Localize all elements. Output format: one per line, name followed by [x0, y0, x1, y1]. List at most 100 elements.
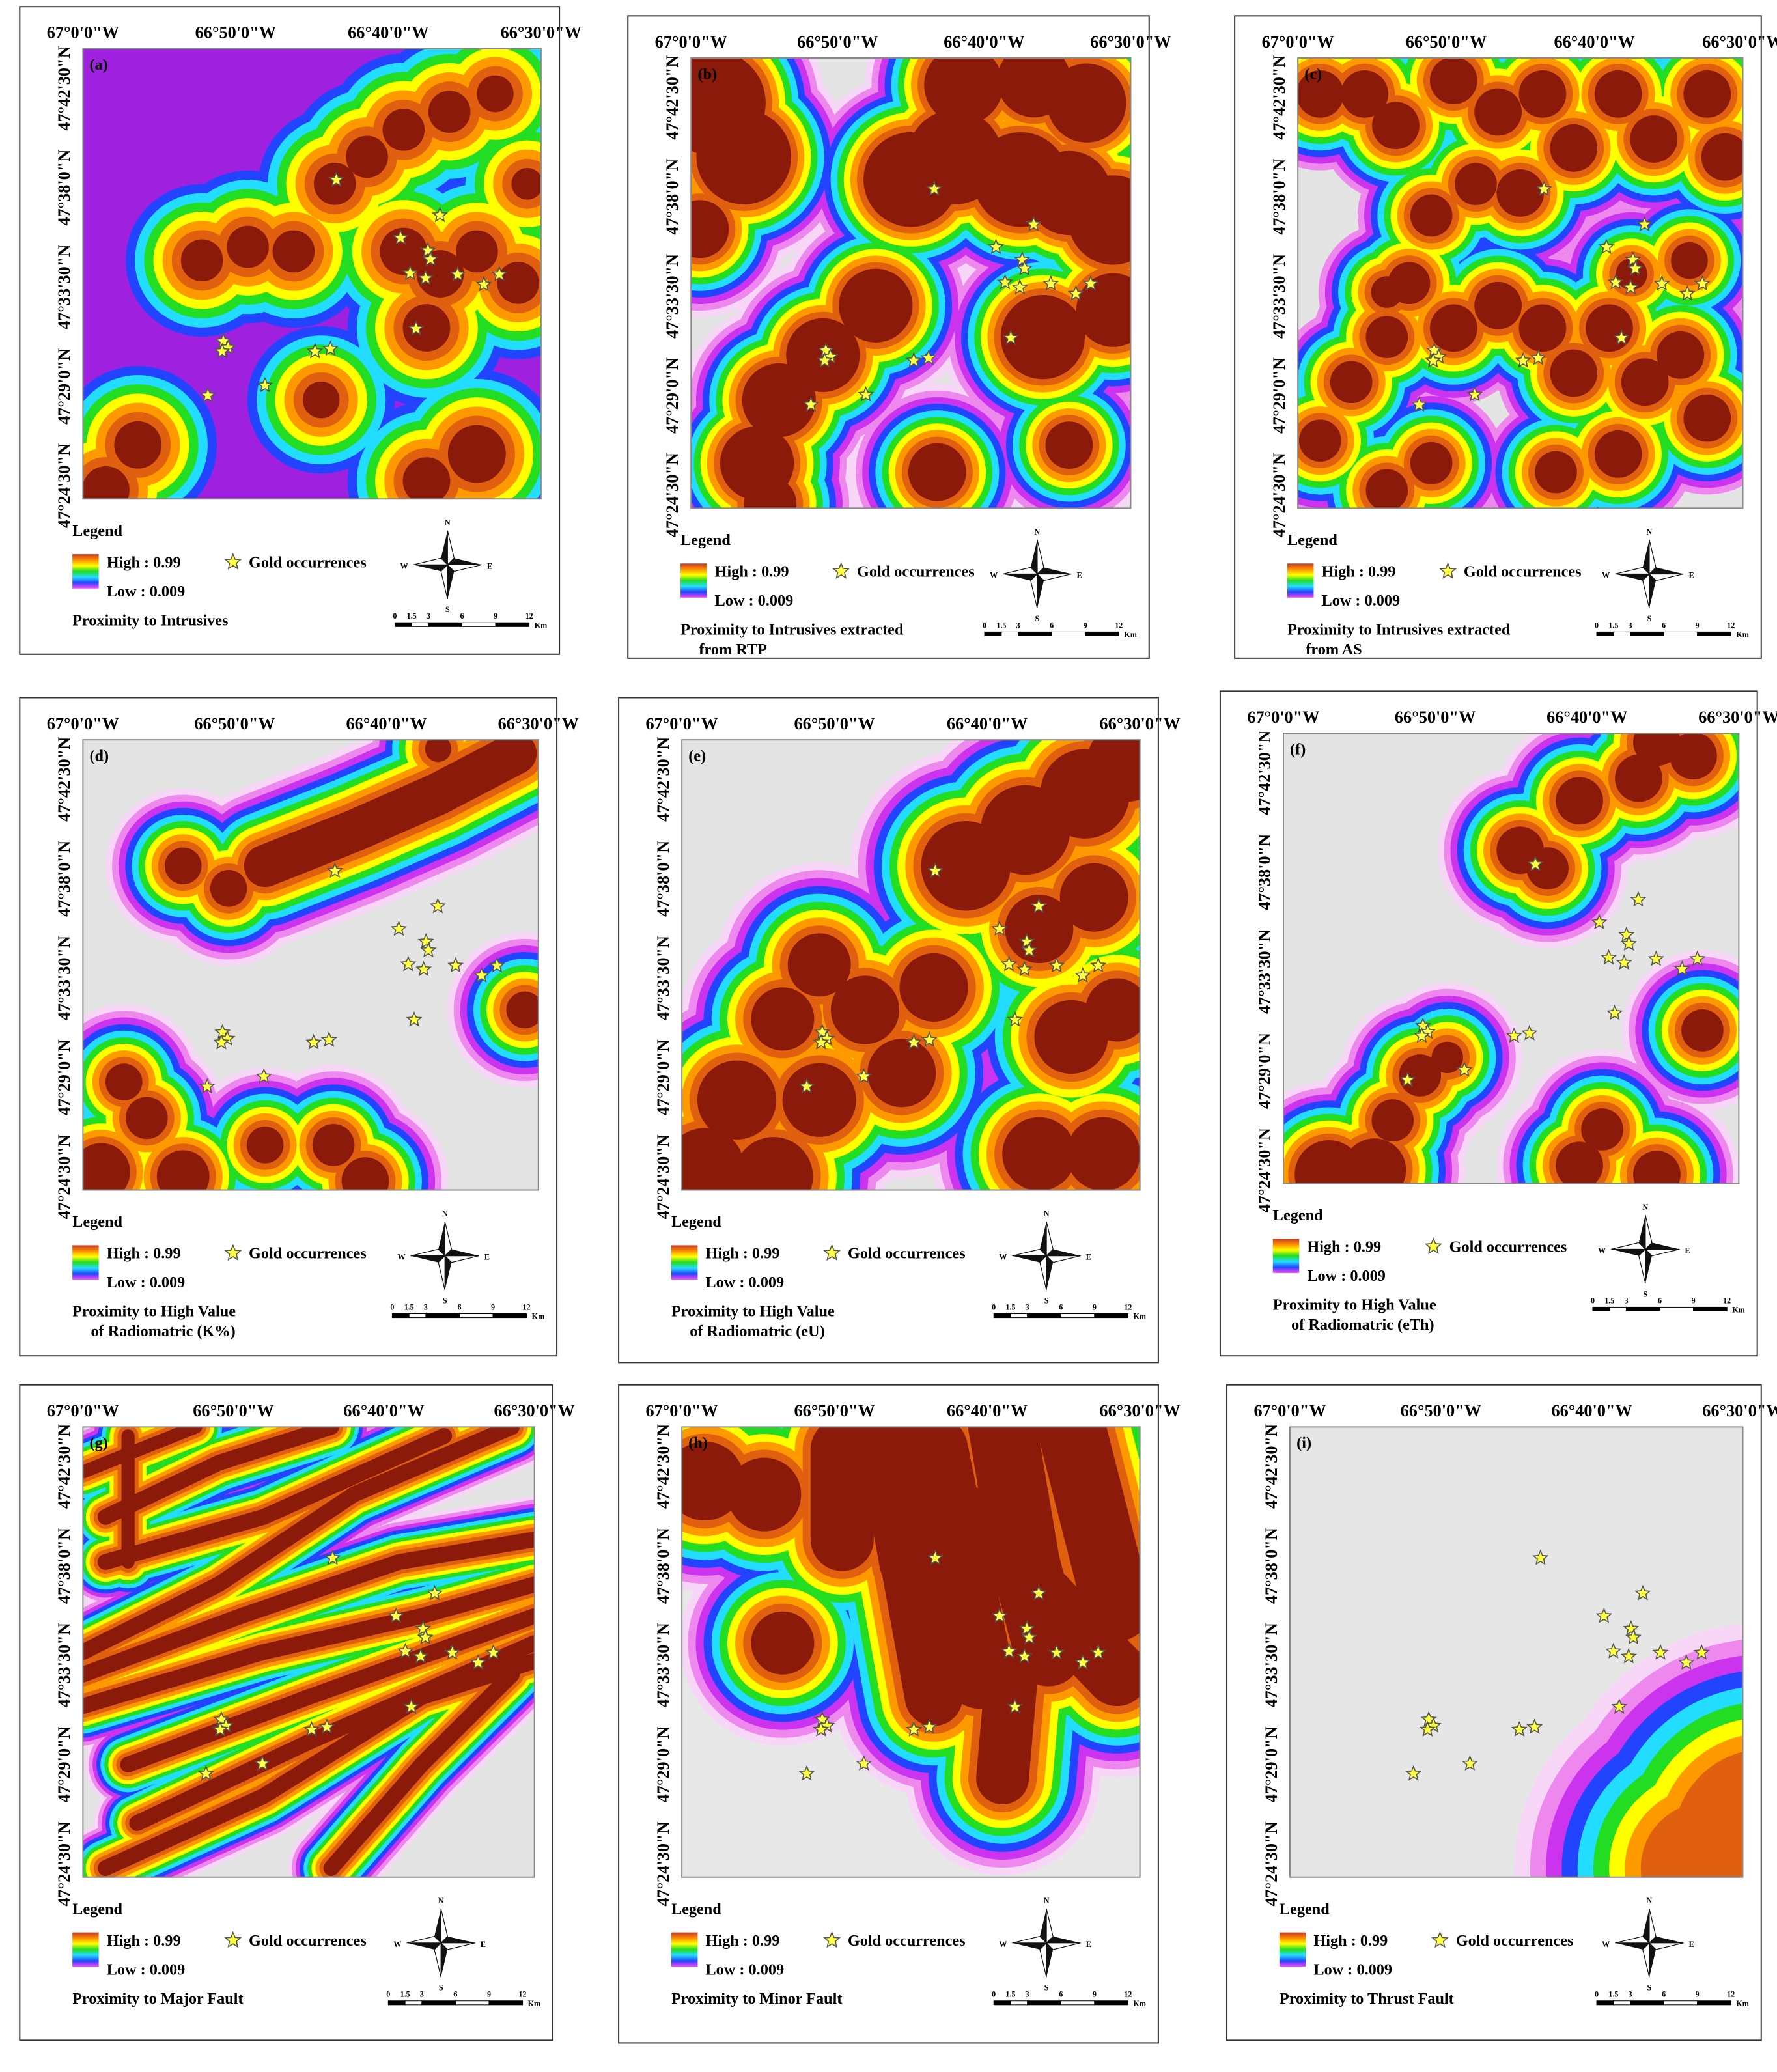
- map-border: [82, 1426, 535, 1878]
- x-coordinate-label: 66°30'0"W: [1702, 33, 1777, 51]
- scale-segment: [1018, 631, 1052, 636]
- scale-tick-label: 9: [1093, 1302, 1097, 1311]
- compass-letter: N: [1647, 527, 1653, 537]
- scale-tick-label: 3: [1026, 1302, 1029, 1311]
- gold-occurrence: [1689, 950, 1706, 966]
- zone: [782, 1063, 856, 1137]
- legend-points: Gold occurrences: [249, 1245, 367, 1263]
- panel: (f) 67°0'0"W 66°50'0"W 66°40'0"W 66°30'0"W 47…: [1219, 690, 1777, 1357]
- gold-occurrence: [1461, 1755, 1478, 1771]
- y-coordinate-label: 47°24'30"N: [55, 1821, 74, 1906]
- y-coordinate-label: 47°33'30"N: [1270, 254, 1289, 339]
- gold-occurrence: [397, 1642, 414, 1659]
- map: [83, 1427, 535, 1877]
- legend-low: Low : 0.009: [1313, 1961, 1392, 1978]
- y-coordinate-label: 47°29'0"N: [1255, 1033, 1274, 1109]
- zone: [1535, 451, 1577, 494]
- gold-occurrence: [1622, 279, 1639, 295]
- legend-star: [1431, 1931, 1449, 1948]
- legend-high: High : 0.99: [107, 1245, 181, 1263]
- zone: [105, 1063, 143, 1100]
- legend-star: [823, 1244, 841, 1261]
- panel: (e) 67°0'0"W 66°50'0"W 66°40'0"W 66°30'0"W 47…: [618, 697, 1181, 1364]
- panel-label: (f): [1290, 740, 1306, 758]
- legend-points: Gold occurrences: [848, 1245, 966, 1263]
- panel-title: Proximity to Intrusives extracted: [680, 621, 904, 638]
- y-coordinate-label: 47°33'30"N: [654, 1623, 673, 1707]
- gold-occurrence: [1021, 942, 1038, 958]
- gold-occurrence: [1625, 1629, 1642, 1645]
- gold-occurrence: [926, 180, 943, 197]
- panel-title: Proximity to High Value: [1273, 1296, 1436, 1313]
- gold-occurrence: [475, 275, 492, 292]
- gold-occurrence: [417, 932, 434, 949]
- gold-occurrence: [392, 229, 409, 245]
- compass-letter: N: [1647, 1896, 1653, 1905]
- zone: [691, 200, 729, 259]
- map: [682, 1427, 1140, 1877]
- gold-occurrence: [1411, 396, 1428, 412]
- scale-tick-label: 12: [523, 1302, 531, 1311]
- x-coordinate-label: 66°30'0"W: [1099, 714, 1180, 733]
- map: [1290, 1427, 1743, 1877]
- y-coordinate-label: 47°33'30"N: [55, 936, 74, 1020]
- zone: [867, 1039, 936, 1108]
- zone: [1429, 58, 1477, 104]
- zone: [428, 91, 471, 133]
- x-coordinate-label: 66°50'0"W: [195, 23, 276, 42]
- compass-letter: N: [1044, 1209, 1050, 1218]
- legend-low: Low : 0.009: [1307, 1267, 1386, 1285]
- panel-title: Proximity to Thrust Fault: [1280, 1990, 1454, 2008]
- compass-letter: E: [1685, 1246, 1690, 1255]
- zone: [83, 1576, 535, 1715]
- gold-occurrence: [1048, 1644, 1065, 1660]
- y-coordinate-label: 47°29'0"N: [1270, 357, 1289, 434]
- gold-occurrence: [1673, 960, 1690, 976]
- panel-title: of Radiomatric (K%): [91, 1323, 235, 1340]
- zone: [839, 268, 913, 343]
- scale-tick-label: 3: [1625, 1296, 1629, 1305]
- gold-occurrence: [431, 206, 449, 223]
- y-coordinate-label: 47°33'30"N: [1255, 929, 1274, 1014]
- scale-segment: [1051, 631, 1086, 636]
- x-coordinate-label: 66°50'0"W: [797, 33, 878, 51]
- scale-tick-label: 9: [487, 1990, 491, 1999]
- gold-occurrence: [1405, 1765, 1422, 1781]
- zone: [1343, 1138, 1406, 1184]
- zone: [1085, 978, 1140, 1042]
- zone: [506, 991, 539, 1029]
- panel-title: Proximity to Minor Fault: [671, 1990, 842, 2008]
- scale-tick-label: 3: [420, 1990, 424, 1999]
- zone: [899, 1427, 1014, 1709]
- gold-occurrence: [856, 1755, 873, 1771]
- scale-tick-label: 0: [992, 1990, 996, 1999]
- zone: [382, 108, 425, 151]
- scale-segment: [1663, 631, 1698, 636]
- panel: (c) 67°0'0"W 66°50'0"W 66°40'0"W 66°30'0"W 47…: [1234, 15, 1777, 659]
- zone: [511, 168, 541, 200]
- zone: [1037, 1427, 1140, 1642]
- scale-segment: [1094, 1313, 1128, 1319]
- scale-tick-label: 6: [460, 611, 464, 621]
- x-coordinate-label: 66°40'0"W: [1551, 1401, 1632, 1420]
- zone: [227, 225, 269, 268]
- gold-occurrence: [214, 343, 231, 359]
- compass-rose: [1615, 539, 1684, 609]
- gold-occurrence: [1605, 1642, 1622, 1659]
- compass-letter: E: [1689, 1940, 1694, 1949]
- legend-low: Low : 0.009: [107, 583, 186, 600]
- zone: [1640, 1802, 1743, 1877]
- gold-occurrence: [320, 1031, 337, 1047]
- x-coordinate-label: 66°30'0"W: [1698, 708, 1777, 727]
- compass-letter: E: [1689, 571, 1694, 580]
- scale-tick-label: 6: [1050, 621, 1054, 630]
- legend-heading: Legend: [72, 1213, 122, 1231]
- gold-occurrence: [1616, 954, 1632, 970]
- zone: [1371, 276, 1403, 308]
- scale-segment: [1060, 1313, 1095, 1319]
- panel-label: (c): [1304, 65, 1322, 83]
- x-coordinate-label: 67°0'0"W: [646, 1401, 718, 1420]
- scale-segment: [455, 2000, 490, 2006]
- gold-occurrence: [1014, 251, 1031, 267]
- scale-segment: [1659, 1306, 1694, 1311]
